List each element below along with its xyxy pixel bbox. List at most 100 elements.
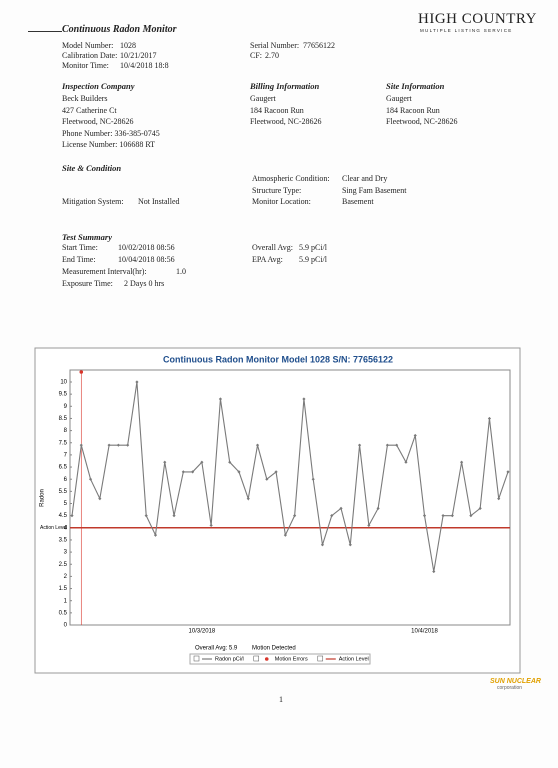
point <box>237 470 241 474</box>
y-tick-label: 8 <box>64 428 68 434</box>
field-value: 10/02/2018 08:56 <box>118 243 175 252</box>
field-value: 2.70 <box>265 51 279 60</box>
address-line: Gaugert <box>250 94 276 103</box>
field-value: 1028 <box>120 41 136 50</box>
point <box>506 470 510 474</box>
point <box>469 514 473 518</box>
section-title: Test Summary <box>62 232 112 242</box>
field-label: Monitor Time: <box>62 61 109 70</box>
field-value: Not Installed <box>138 197 180 206</box>
legend-label: Radon pCi/l <box>215 656 244 662</box>
y-tick-label: 9.5 <box>59 392 68 398</box>
y-tick-label: 4.5 <box>59 513 68 519</box>
y-tick-label: 3 <box>64 550 68 556</box>
point <box>348 543 352 547</box>
point <box>255 443 260 447</box>
address-line: Phone Number: 336-385-0745 <box>62 128 160 138</box>
point <box>302 397 306 401</box>
field-label: Mitigation System: <box>62 197 124 206</box>
point <box>395 443 399 447</box>
y-tick-label: 10 <box>60 380 67 386</box>
action-level-label: Action Level <box>40 525 67 531</box>
point <box>432 569 436 574</box>
overall-avg: Overall Avg: 5.9 <box>195 646 238 652</box>
field-label: Serial Number: <box>250 41 300 50</box>
y-axis-label: Radon <box>40 489 46 507</box>
y-tick-label: 0.5 <box>59 610 68 616</box>
legend-label: Action Level <box>339 656 369 662</box>
field-value: 5.9 pCi/l <box>299 255 328 264</box>
field-label: Start Time: <box>62 243 98 252</box>
point <box>172 514 176 518</box>
x-tick-label: 10/4/2018 <box>411 629 438 635</box>
field-value: 10/4/2018 18:8 <box>120 61 169 70</box>
point <box>107 443 111 447</box>
point <box>339 506 343 510</box>
field-value: Sing Fam Basement <box>342 186 407 195</box>
y-tick-label: 7.5 <box>59 440 68 446</box>
point <box>357 443 362 447</box>
point <box>376 506 380 510</box>
point <box>274 470 278 474</box>
point <box>116 443 120 447</box>
footer-logo: SUN NUCLEAR <box>490 678 541 685</box>
point <box>126 443 130 447</box>
point <box>98 497 102 501</box>
field-label: Atmospheric Condition: <box>252 174 330 183</box>
legend-checkbox <box>253 655 259 662</box>
point <box>293 514 297 518</box>
point <box>460 460 464 464</box>
y-tick-label: 7 <box>64 452 68 458</box>
point <box>311 477 315 481</box>
point <box>228 460 232 464</box>
point <box>320 543 325 547</box>
address-line: 184 Racoon Run <box>250 105 304 115</box>
point <box>478 506 482 510</box>
point <box>487 416 492 421</box>
field-label: EPA Avg: <box>252 255 283 264</box>
point <box>497 497 501 501</box>
point <box>200 460 204 464</box>
footer-logo-sub: corporation <box>497 685 523 691</box>
field-value: Clear and Dry <box>342 174 388 183</box>
section-title: Site Information <box>386 81 445 91</box>
legend-box <box>189 653 371 665</box>
field-value: 10/21/2017 <box>120 51 157 60</box>
point <box>422 514 427 518</box>
y-tick-label: 8.5 <box>59 416 68 422</box>
address-line: 184 Racoon Run <box>386 105 440 115</box>
field-label: End Time: <box>62 255 96 264</box>
field-value: 77656122 <box>303 41 335 50</box>
point <box>153 533 158 537</box>
point <box>450 514 454 518</box>
field-label: Overall Avg: <box>252 243 293 252</box>
point <box>413 433 417 438</box>
point <box>441 514 445 518</box>
y-tick-label: 2 <box>64 574 68 580</box>
field-label: Exposure Time: <box>62 279 113 288</box>
point <box>246 497 250 501</box>
y-tick-label: 5.5 <box>59 489 68 495</box>
section-title: Inspection Company <box>62 81 135 91</box>
section-title: Site & Condition <box>62 163 122 173</box>
y-tick-label: 6.5 <box>59 465 68 471</box>
x-tick-label: 10/3/2018 <box>189 629 216 635</box>
plot-area <box>69 369 511 626</box>
point <box>163 460 167 464</box>
motion-error <box>79 370 84 374</box>
point <box>79 443 83 447</box>
field-label: Calibration Date: <box>62 51 118 60</box>
point <box>283 533 287 537</box>
y-tick-label: 9 <box>64 404 68 410</box>
field-value: 2 Days 0 hrs <box>124 279 165 288</box>
field-label: CF: <box>250 51 263 60</box>
field-label: Monitor Location: <box>252 197 311 206</box>
address-line: Fleetwood, NC-28626 <box>386 117 458 126</box>
point <box>385 443 390 447</box>
page-number: 1 <box>279 695 283 704</box>
doc-title: Continuous Radon Monitor <box>62 24 177 35</box>
y-tick-label: 6 <box>64 477 68 483</box>
field-label: Measurement Interval(hr): <box>62 267 147 276</box>
